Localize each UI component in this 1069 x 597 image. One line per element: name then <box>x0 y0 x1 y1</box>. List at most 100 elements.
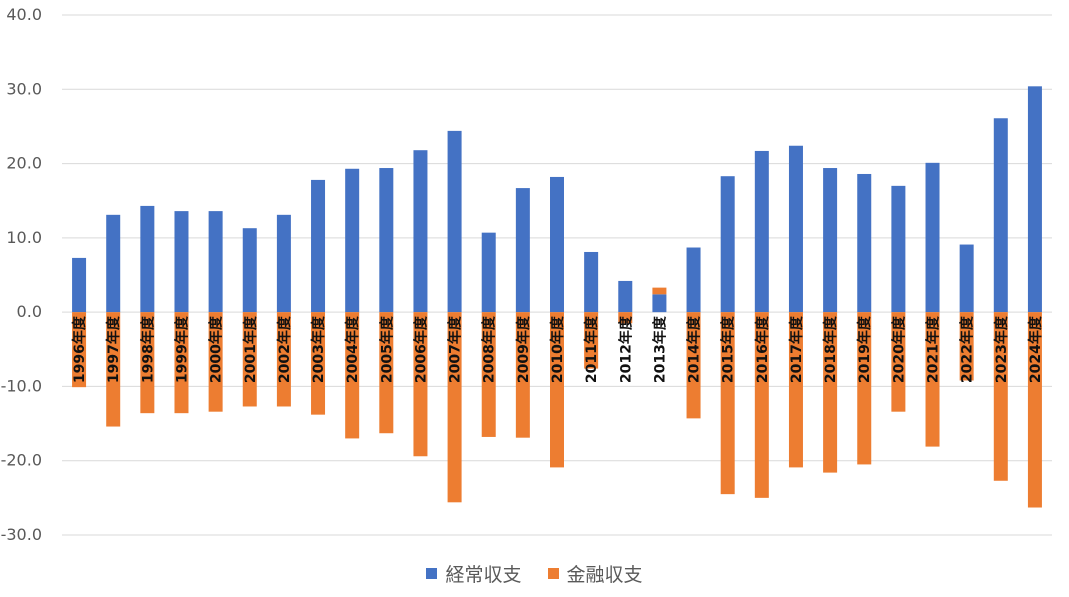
bar-current-account <box>140 205 155 313</box>
legend-item-financial-account: 金融収支 <box>547 560 643 587</box>
bar-financial-account <box>379 312 394 434</box>
x-tick-label: 2016年度 <box>754 315 771 383</box>
bar-financial-account <box>72 312 87 388</box>
bar-current-account <box>242 228 257 313</box>
bar-financial-account <box>208 312 223 412</box>
x-tick-label: 2014年度 <box>686 315 703 383</box>
bar-current-account <box>481 232 496 313</box>
bar-financial-account <box>823 312 838 473</box>
bar-financial-account <box>788 312 803 468</box>
bar-current-account <box>720 176 735 313</box>
bar-financial-account <box>413 312 428 457</box>
bar-financial-account <box>993 312 1008 481</box>
bar-financial-account <box>447 312 462 503</box>
bar-chart: 40.0 30.0 20.0 10.0 0.0 -10.0 -20.0 -30.0 1996年… <box>1 5 1052 544</box>
bar-financial-account <box>174 312 189 414</box>
bar-current-account <box>447 130 462 313</box>
bar-current-account <box>754 150 769 313</box>
x-tick-label: 2002年度 <box>276 315 293 383</box>
bar-current-account <box>823 168 838 313</box>
y-tick-label: 10.0 <box>6 228 42 247</box>
bar-current-account <box>174 211 189 313</box>
y-tick-label: 40.0 <box>6 5 42 24</box>
x-tick-label: 2012年度 <box>617 315 634 383</box>
x-tick-label: 2019年度 <box>856 315 873 383</box>
legend-item-current-account: 経常収支 <box>426 560 522 587</box>
bar-financial-account <box>242 312 257 407</box>
x-tick-label: 1996年度 <box>71 315 88 383</box>
bar-financial-account <box>686 312 701 419</box>
bar-current-account <box>857 173 872 313</box>
legend-swatch-financial-account <box>547 568 559 579</box>
bar-current-account <box>379 168 394 313</box>
y-tick-label: -20.0 <box>1 451 42 470</box>
x-tick-label: 2010年度 <box>549 315 566 383</box>
x-tick-label: 2004年度 <box>344 315 361 383</box>
bar-financial-account <box>515 312 530 438</box>
x-tick-label: 2001年度 <box>242 315 259 383</box>
x-tick-label: 2023年度 <box>993 315 1010 383</box>
y-tick-label: -30.0 <box>1 525 42 544</box>
x-tick-label: 2022年度 <box>959 315 976 383</box>
x-tick-label: 2013年度 <box>651 315 668 383</box>
y-tick-label: 0.0 <box>17 302 42 321</box>
bar-current-account <box>925 162 940 313</box>
x-tick-label: 2011年度 <box>583 315 600 383</box>
x-tick-label: 1999年度 <box>173 315 190 383</box>
bar-current-account <box>413 150 428 313</box>
legend-label-financial-account: 金融収支 <box>566 564 643 586</box>
legend: 経常収支 金融収支 <box>0 560 1069 587</box>
bar-financial-account <box>345 312 360 439</box>
y-tick-label: -10.0 <box>1 376 42 395</box>
bar-financial-account <box>140 312 155 414</box>
x-tick-label: 2005年度 <box>378 315 395 383</box>
y-tick-label: 30.0 <box>6 79 42 98</box>
bar-financial-account <box>925 312 940 447</box>
x-tick-label: 2007年度 <box>447 315 464 383</box>
legend-swatch-current-account <box>426 568 438 579</box>
x-tick-label: 1998年度 <box>139 315 156 383</box>
x-tick-label: 1997年度 <box>105 315 122 383</box>
bar-financial-account <box>891 312 906 412</box>
bar-financial-account <box>106 312 121 427</box>
bar-current-account <box>345 168 360 313</box>
x-tick-label: 2017年度 <box>788 315 805 383</box>
y-axis: 40.0 30.0 20.0 10.0 0.0 -10.0 -20.0 -30.0 <box>1 5 42 544</box>
x-tick-label: 2003年度 <box>310 315 327 383</box>
bar-current-account <box>652 294 667 313</box>
bar-financial-account <box>959 312 974 381</box>
x-tick-label: 2021年度 <box>925 315 942 383</box>
x-tick-label: 2020年度 <box>890 315 907 383</box>
bar-current-account <box>276 214 291 313</box>
bar-current-account <box>788 145 803 313</box>
bar-financial-account <box>754 312 769 498</box>
x-tick-label: 2015年度 <box>720 315 737 383</box>
x-tick-label: 2000年度 <box>208 315 225 383</box>
x-tick-label: 2006年度 <box>412 315 429 383</box>
bar-financial-account <box>276 312 291 407</box>
bar-current-account <box>686 247 701 313</box>
y-tick-label: 20.0 <box>6 154 42 173</box>
bar-current-account <box>550 176 564 313</box>
bar-current-account <box>515 188 530 313</box>
bar-current-account <box>993 118 1008 313</box>
bar-current-account <box>891 185 906 313</box>
bar-financial-account <box>857 312 872 465</box>
bar-current-account <box>106 214 121 313</box>
bar-financial-account <box>618 312 633 324</box>
bar-financial-account <box>311 312 326 415</box>
x-tick-label: 2009年度 <box>515 315 532 383</box>
bar-current-account <box>618 280 633 313</box>
bar-current-account <box>959 244 974 313</box>
x-tick-label: 2024年度 <box>1027 315 1044 383</box>
bar-current-account <box>584 251 599 313</box>
bars <box>72 86 1042 508</box>
bar-current-account <box>311 179 326 313</box>
bar-financial-account <box>720 312 735 495</box>
bar-current-account <box>208 211 223 313</box>
bar-current-account <box>72 257 87 313</box>
x-tick-label: 2018年度 <box>822 315 839 383</box>
bar-financial-account <box>652 287 667 295</box>
x-axis-labels: 1996年度 1997年度 1998年度 1999年度 2000年度 2001年度 2002… <box>71 315 1044 383</box>
x-tick-label: 2008年度 <box>481 315 498 383</box>
